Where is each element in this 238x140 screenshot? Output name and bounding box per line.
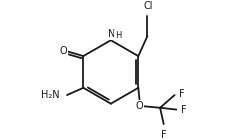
Text: N: N [108,29,115,39]
Text: Cl: Cl [144,1,153,11]
Text: F: F [179,89,185,99]
Text: H: H [115,31,121,40]
Text: O: O [135,101,143,111]
Text: H₂N: H₂N [41,90,60,100]
Text: F: F [181,105,187,115]
Text: O: O [60,46,67,56]
Text: F: F [161,130,167,140]
